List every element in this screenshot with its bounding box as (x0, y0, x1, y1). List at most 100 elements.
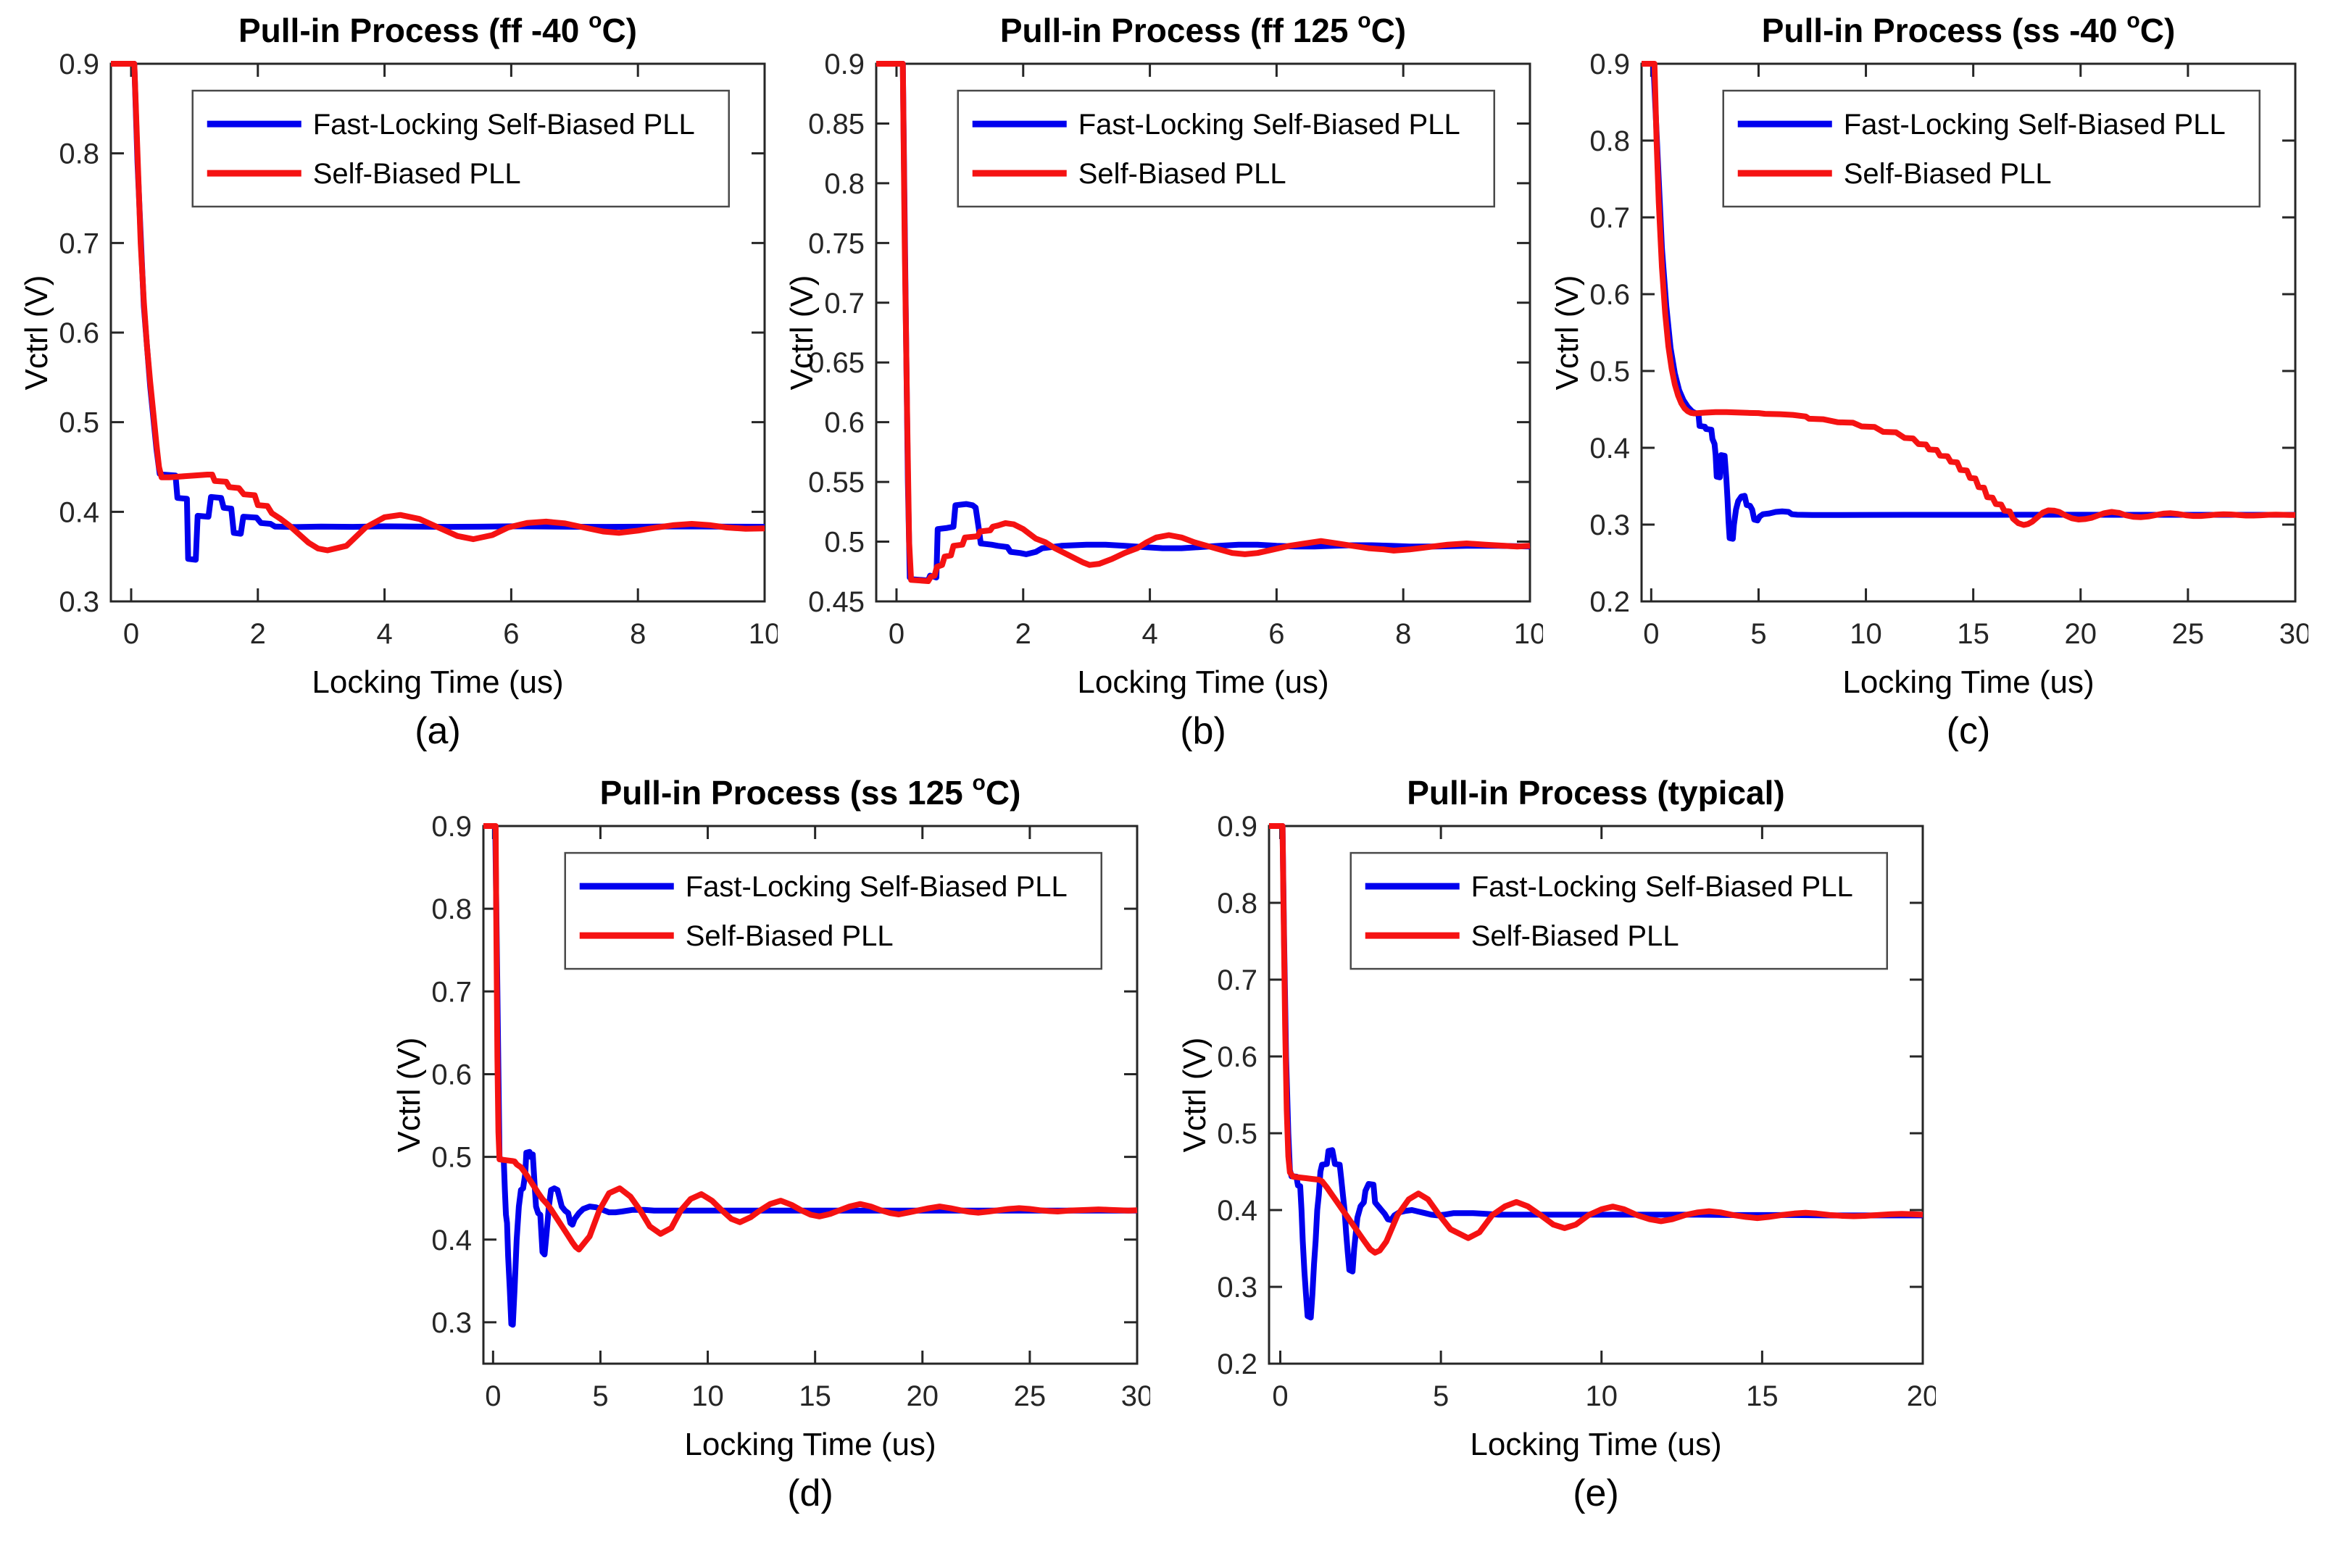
y-tick-label: 0.75 (808, 228, 865, 259)
y-tick-label: 0.5 (1589, 356, 1630, 388)
y-axis-label: Vctrl (V) (1550, 275, 1585, 391)
y-tick-label: 0.3 (59, 586, 99, 618)
x-tick-label: 0 (123, 618, 139, 650)
x-tick-label: 30 (2279, 618, 2308, 650)
y-tick-label: 0.9 (59, 49, 99, 80)
x-tick-label: 10 (691, 1380, 724, 1412)
y-tick-label: 0.4 (1217, 1195, 1257, 1227)
chart-title-text: Pull-in Process (ss 125 (600, 774, 973, 812)
y-tick-label: 0.8 (1589, 125, 1630, 157)
chart-title: Pull-in Process (ss 125 oC) (600, 771, 1021, 812)
x-tick-label: 15 (799, 1380, 831, 1412)
chart-b: Pull-in Process (ff 125 oC) 0 2 4 6 8 10 0.45 0.… (782, 6, 1543, 752)
chart-title-suffix: C) (1371, 12, 1407, 49)
chart-title: Pull-in Process (ss -40 oC) (1762, 9, 2176, 49)
y-tick-label: 0.4 (431, 1225, 472, 1256)
y-tick-label: 0.9 (824, 49, 865, 80)
x-tick-label: 20 (1907, 1380, 1936, 1412)
legend-entry-label-fast-locking-self-biased-pll: Fast-Locking Self-Biased PLL (1471, 871, 1853, 903)
curve-fast-locking-self-biased-pll (1269, 823, 1923, 1321)
y-tick-label: 0.8 (824, 168, 865, 200)
y-axis-label: Vctrl (V) (391, 1038, 427, 1153)
y-tick-label: 0.3 (431, 1307, 472, 1339)
curve-fast-locking-self-biased-pll (483, 823, 1137, 1328)
y-tick-label: 0.55 (808, 467, 865, 499)
legend-entry-label-self-biased-pll: Self-Biased PLL (1844, 158, 2052, 190)
plot-frame (1268, 825, 1924, 1365)
x-tick-label: 0 (485, 1380, 501, 1412)
curve-self-biased-pll (483, 823, 1138, 1253)
y-tick-label: 0.7 (59, 228, 99, 259)
legend-entry-label-self-biased-pll: Self-Biased PLL (1471, 920, 1679, 952)
y-tick-label: 0.5 (1217, 1118, 1257, 1150)
y-axis-label: Vctrl (V) (19, 275, 54, 391)
x-tick-label: 15 (1957, 618, 1989, 650)
x-axis-label: Locking Time (us) (1470, 1427, 1721, 1462)
legend-box (564, 851, 1102, 970)
chart-c-svg: Pull-in Process (ss -40 oC) 0 5 10 15 20 25 30 0… (1550, 9, 2308, 752)
y-tick-label: 0.9 (431, 811, 472, 843)
y-tick-label: 0.7 (431, 976, 472, 1008)
chart-d-svg: Pull-in Process (ss 125 oC) 0 5 10 15 20 25 30 0… (391, 771, 1150, 1514)
x-tick-label: 5 (1750, 618, 1766, 650)
subplot-letter: (d) (787, 1472, 833, 1514)
y-tick-label: 0.6 (59, 317, 99, 349)
x-tick-label: 10 (1586, 1380, 1618, 1412)
y-axis-label: Vctrl (V) (784, 275, 820, 391)
chart-c: Pull-in Process (ss -40 oC) 0 5 10 15 20 25 30 0… (1547, 6, 2308, 752)
curve-self-biased-pll (1642, 61, 2295, 528)
y-tick-label: 0.5 (824, 527, 865, 559)
legend-box (1349, 851, 1888, 970)
plot-frame (1640, 62, 2297, 603)
legend-box (957, 89, 1495, 208)
y-tick-label: 0.45 (808, 586, 865, 618)
chart-a-svg: Pull-in Process (ff -40 oC) 0 2 4 6 8 10 0.3 0.4… (19, 9, 778, 752)
y-tick-label: 0.7 (824, 288, 865, 320)
y-tick-label: 0.85 (808, 108, 865, 140)
x-tick-label: 0 (1272, 1380, 1288, 1412)
y-tick-label: 0.9 (1217, 811, 1257, 843)
row-bottom: Pull-in Process (ss 125 oC) 0 5 10 15 20 25 30 0… (389, 768, 1936, 1514)
x-tick-label: 0 (1643, 618, 1659, 650)
chart-title-text: Pull-in Process (ss -40 (1762, 12, 2127, 49)
y-tick-label: 0.7 (1217, 964, 1257, 996)
chart-title-suffix: C) (2140, 12, 2176, 49)
chart-e-svg: Pull-in Process (typical) 0 5 10 15 20 0.2 0.3 0… (1177, 774, 1936, 1514)
y-tick-label: 0.6 (1217, 1041, 1257, 1073)
legend-entry-label-fast-locking-self-biased-pll: Fast-Locking Self-Biased PLL (1078, 109, 1460, 141)
legend-entry-label-fast-locking-self-biased-pll: Fast-Locking Self-Biased PLL (313, 109, 695, 141)
y-tick-label: 0.2 (1217, 1348, 1257, 1380)
chart-title-superscript: o (1357, 9, 1371, 33)
curve-self-biased-pll (111, 61, 765, 554)
chart-title-superscript: o (973, 771, 986, 795)
subplot-letter: (c) (1947, 710, 1991, 752)
y-tick-label: 0.8 (1217, 888, 1257, 919)
x-axis-label: Locking Time (us) (1077, 664, 1328, 700)
chart-e: Pull-in Process (typical) 0 5 10 15 20 0.2 0.3 0… (1175, 768, 1936, 1514)
legend-entry-label-self-biased-pll: Self-Biased PLL (686, 920, 894, 952)
x-tick-label: 25 (2172, 618, 2205, 650)
x-tick-label: 5 (592, 1380, 608, 1412)
x-tick-label: 4 (376, 618, 392, 650)
y-tick-label: 0.7 (1589, 202, 1630, 234)
chart-title-text: Pull-in Process (typical) (1407, 774, 1784, 812)
chart-title-superscript: o (2126, 9, 2139, 33)
row-top: Pull-in Process (ff -40 oC) 0 2 4 6 8 10 0.3 0.4… (17, 6, 2308, 752)
x-tick-label: 30 (1121, 1380, 1150, 1412)
y-tick-label: 0.5 (431, 1142, 472, 1174)
y-tick-label: 0.65 (808, 347, 865, 379)
curve-self-biased-pll (1269, 823, 1923, 1256)
chart-a: Pull-in Process (ff -40 oC) 0 2 4 6 8 10 0.3 0.4… (17, 6, 778, 752)
y-tick-label: 0.9 (1589, 49, 1630, 80)
subplot-letter: (a) (415, 710, 461, 752)
chart-d: Pull-in Process (ss 125 oC) 0 5 10 15 20 25 30 0… (389, 768, 1150, 1514)
x-tick-label: 10 (1850, 618, 1882, 650)
x-tick-label: 20 (2065, 618, 2097, 650)
chart-title-text: Pull-in Process (ff -40 (238, 12, 588, 49)
subplot-letter: (b) (1180, 710, 1226, 752)
y-tick-label: 0.4 (1589, 433, 1630, 464)
x-tick-label: 6 (1268, 618, 1284, 650)
legend-box (191, 89, 730, 208)
y-tick-label: 0.8 (431, 893, 472, 925)
y-tick-label: 0.3 (1217, 1272, 1257, 1304)
